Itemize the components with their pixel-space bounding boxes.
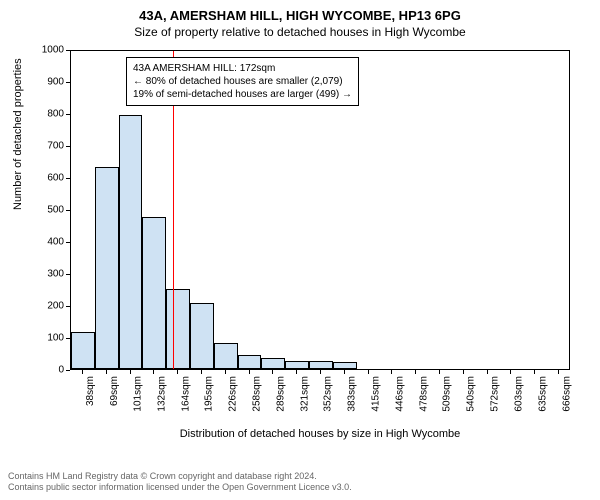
footer-line-2: Contains public sector information licen… (8, 482, 352, 494)
x-tick-label: 383sqm (347, 376, 358, 412)
annotation-line: 19% of semi-detached houses are larger (… (133, 88, 352, 101)
x-tick-mark (201, 370, 202, 374)
annotation-box: 43A AMERSHAM HILL: 172sqm← 80% of detach… (126, 57, 359, 106)
y-tick-label: 400 (47, 237, 64, 248)
x-tick-mark (534, 370, 535, 374)
x-tick-mark (463, 370, 464, 374)
x-tick-label: 352sqm (323, 376, 334, 412)
histogram-bar (214, 343, 238, 369)
footer-line-1: Contains HM Land Registry data © Crown c… (8, 471, 352, 483)
histogram-bar (285, 361, 309, 369)
x-tick-label: 603sqm (513, 376, 524, 412)
chart-subtitle: Size of property relative to detached ho… (0, 23, 600, 39)
x-tick-mark (344, 370, 345, 374)
y-tick-label: 300 (47, 269, 64, 280)
y-tick-label: 700 (47, 141, 64, 152)
x-tick-label: 226sqm (228, 376, 239, 412)
x-tick-mark (510, 370, 511, 374)
x-tick-label: 164sqm (180, 376, 191, 412)
y-tick-label: 800 (47, 109, 64, 120)
chart-container: 43A, AMERSHAM HILL, HIGH WYCOMBE, HP13 6… (0, 0, 600, 500)
y-tick-label: 600 (47, 173, 64, 184)
y-tick-label: 1000 (42, 45, 64, 56)
y-tick-label: 500 (47, 205, 64, 216)
x-tick-mark (296, 370, 297, 374)
x-tick-label: 540sqm (466, 376, 477, 412)
histogram-bar (190, 303, 214, 369)
x-tick-mark (106, 370, 107, 374)
histogram-bar (238, 355, 262, 369)
annotation-line: ← 80% of detached houses are smaller (2,… (133, 75, 352, 88)
histogram-bar (166, 289, 190, 369)
x-tick-mark (558, 370, 559, 374)
x-tick-label: 195sqm (204, 376, 215, 412)
x-axis: 38sqm 69sqm 101sqm 132sqm 164sqm 195sqm 226sqm… (70, 370, 570, 430)
histogram-bar (71, 332, 95, 369)
x-tick-label: 321sqm (299, 376, 310, 412)
x-tick-label: 635sqm (537, 376, 548, 412)
x-tick-mark (391, 370, 392, 374)
y-axis: 01002003004005006007008009001000 (0, 50, 70, 370)
x-tick-label: 478sqm (418, 376, 429, 412)
x-tick-mark (487, 370, 488, 374)
annotation-line: 43A AMERSHAM HILL: 172sqm (133, 62, 352, 75)
x-tick-mark (320, 370, 321, 374)
x-tick-mark (177, 370, 178, 374)
x-tick-label: 415sqm (371, 376, 382, 412)
x-tick-label: 69sqm (109, 376, 120, 406)
histogram-bar (333, 362, 357, 369)
chart-title: 43A, AMERSHAM HILL, HIGH WYCOMBE, HP13 6… (0, 0, 600, 23)
x-tick-label: 572sqm (490, 376, 501, 412)
x-tick-label: 289sqm (275, 376, 286, 412)
y-tick-label: 200 (47, 301, 64, 312)
x-tick-label: 446sqm (394, 376, 405, 412)
histogram-bar (309, 361, 333, 369)
x-tick-label: 258sqm (252, 376, 263, 412)
x-axis-label: Distribution of detached houses by size … (70, 428, 570, 440)
x-tick-mark (368, 370, 369, 374)
y-tick-label: 900 (47, 77, 64, 88)
x-tick-label: 509sqm (442, 376, 453, 412)
histogram-bar (95, 167, 119, 369)
y-tick-label: 0 (58, 365, 64, 376)
y-tick-label: 100 (47, 333, 64, 344)
x-tick-label: 101sqm (133, 376, 144, 412)
x-tick-label: 38sqm (85, 376, 96, 406)
x-tick-mark (415, 370, 416, 374)
histogram-bar (119, 115, 143, 369)
x-tick-mark (82, 370, 83, 374)
footer-attribution: Contains HM Land Registry data © Crown c… (8, 471, 352, 494)
x-tick-mark (439, 370, 440, 374)
x-tick-mark (272, 370, 273, 374)
histogram-bar (261, 358, 285, 369)
x-tick-label: 666sqm (561, 376, 572, 412)
x-tick-mark (130, 370, 131, 374)
x-tick-label: 132sqm (156, 376, 167, 412)
histogram-bar (142, 217, 166, 369)
x-tick-mark (249, 370, 250, 374)
x-tick-mark (153, 370, 154, 374)
plot-area: 43A AMERSHAM HILL: 172sqm← 80% of detach… (70, 50, 570, 370)
x-tick-mark (225, 370, 226, 374)
